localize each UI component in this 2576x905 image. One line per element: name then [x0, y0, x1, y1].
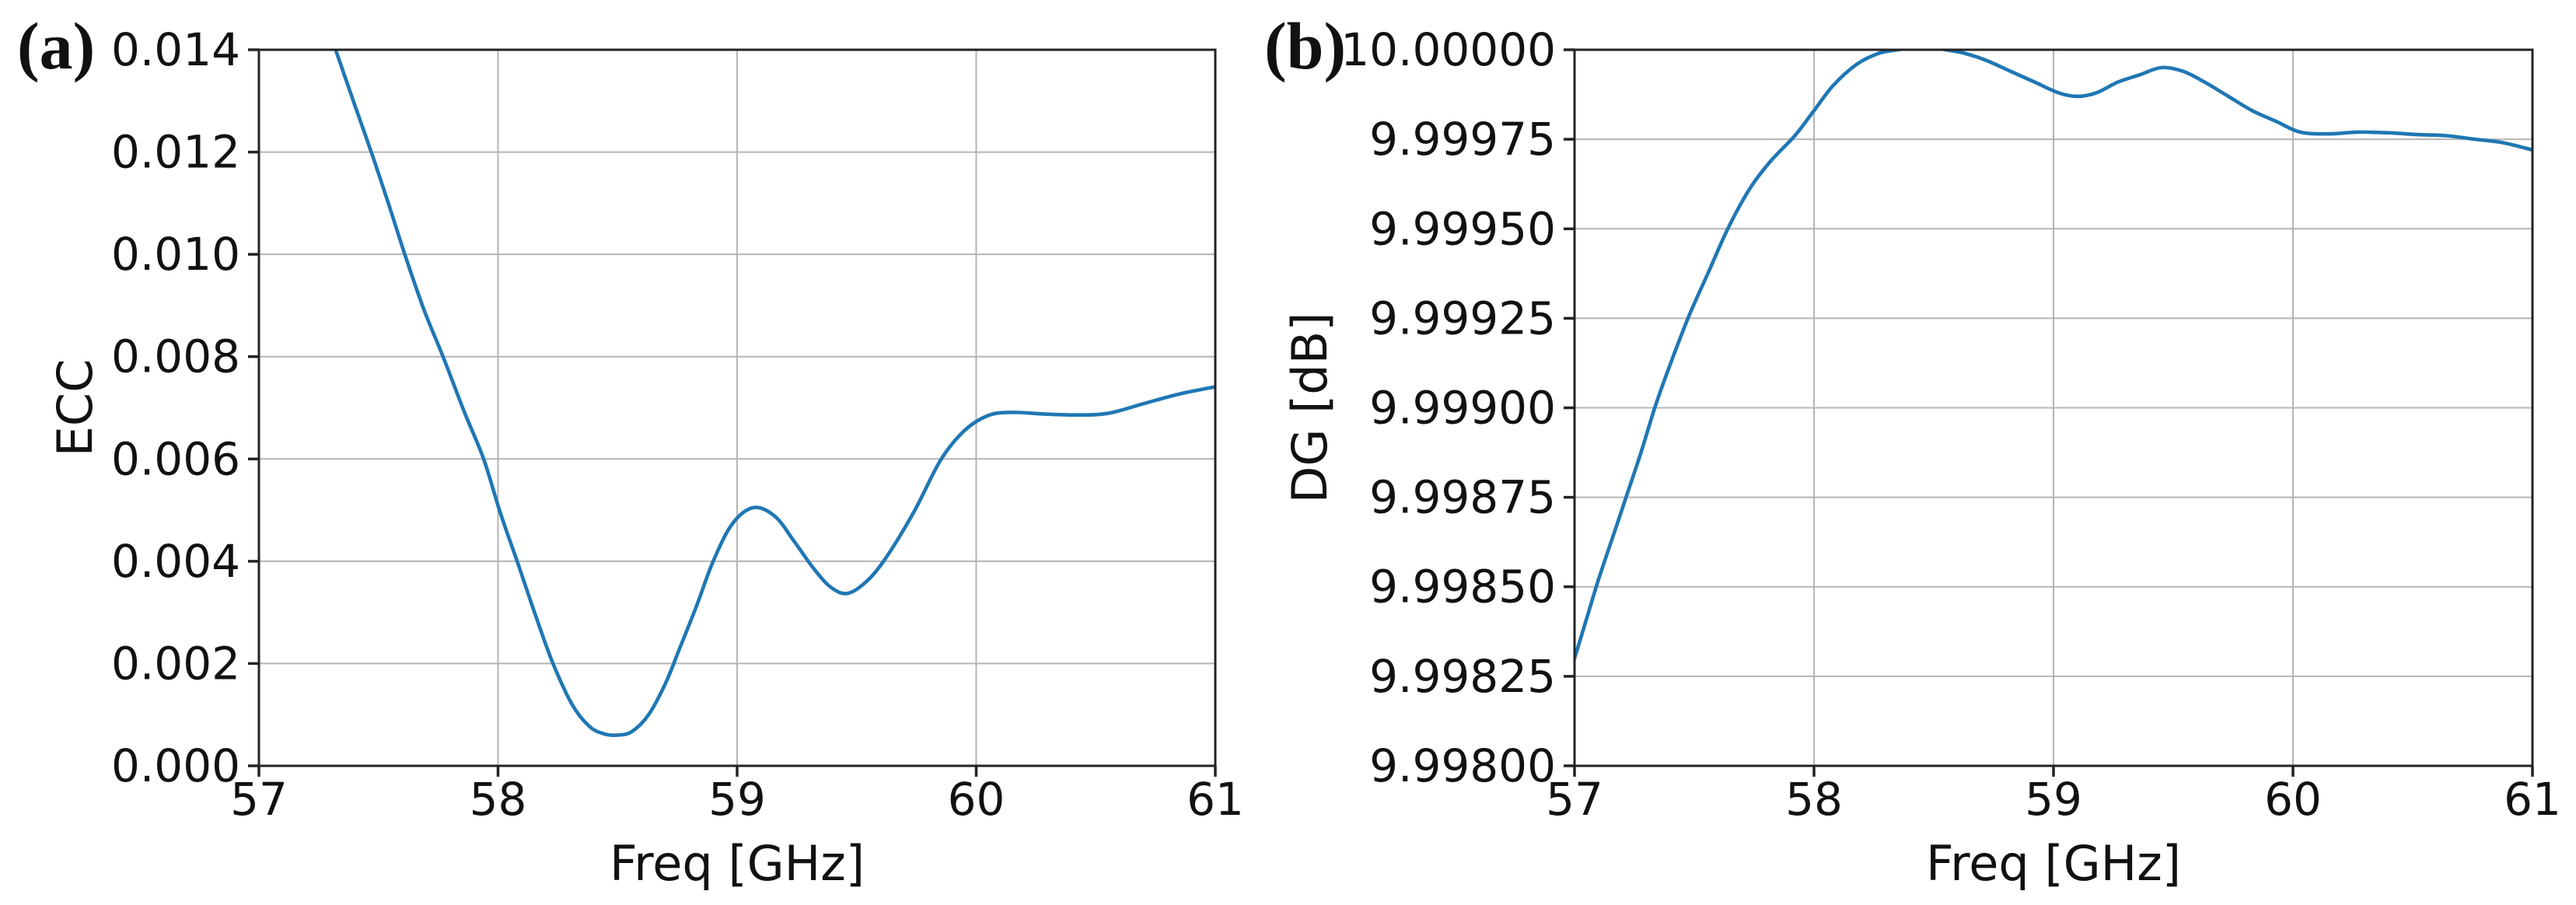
y-tick-label-0.012: 0.012: [111, 126, 240, 179]
y-axis-label-b: DG [dB]: [1281, 313, 1338, 504]
x-tick-label-58: 58: [470, 773, 527, 826]
x-axis-label-b: Freq [GHz]: [1926, 835, 2181, 892]
y-tick-label-9.99975: 9.99975: [1369, 113, 1556, 166]
y-tick-label-9.99800: 9.99800: [1369, 739, 1556, 792]
y-tick-label-0.004: 0.004: [111, 535, 240, 588]
y-tick-label-0.002: 0.002: [111, 637, 240, 690]
panel-tag-a: (a): [17, 9, 95, 83]
x-tick-label-59: 59: [2025, 773, 2082, 826]
y-tick-label-0.014: 0.014: [111, 23, 240, 76]
panel-tag-b: (b): [1264, 9, 1346, 83]
curve-dg: [1575, 50, 2532, 661]
y-tick-label-0.000: 0.000: [111, 739, 240, 792]
x-tick-label-58: 58: [1785, 773, 1843, 826]
x-tick-label-60: 60: [948, 773, 1005, 826]
x-tick-label-61: 61: [1187, 773, 1244, 826]
x-tick-label-61: 61: [2504, 773, 2561, 826]
x-tick-label-57: 57: [230, 773, 288, 826]
curve-ecc: [334, 50, 1215, 737]
x-tick-label-59: 59: [708, 773, 766, 826]
x-axis-label-a: Freq [GHz]: [610, 835, 865, 892]
y-tick-label-0.006: 0.006: [111, 432, 240, 485]
y-tick-label-9.99850: 9.99850: [1369, 561, 1556, 613]
y-tick-label-9.99825: 9.99825: [1369, 650, 1556, 703]
x-tick-label-60: 60: [2264, 773, 2322, 826]
y-tick-label-0.010: 0.010: [111, 228, 240, 281]
y-axis-label-a: ECC: [47, 359, 103, 457]
y-tick-label-9.99875: 9.99875: [1369, 471, 1556, 524]
y-tick-label-9.99900: 9.99900: [1369, 382, 1556, 435]
y-tick-label-0.008: 0.008: [111, 330, 240, 383]
x-tick-label-57: 57: [1546, 773, 1603, 826]
chart-panel-b: 57 58 59 60 61 9.99800 9.99825 9.99850 9.99875 9.…: [1264, 9, 2561, 892]
y-tick-label-9.99950: 9.99950: [1369, 202, 1556, 255]
chart-panel-a: 57 58 59 60 61 0.000 0.002 0.004 0.006 0.008 0.010…: [17, 9, 1244, 892]
y-tick-label-9.99925: 9.99925: [1369, 292, 1556, 344]
y-tick-label-10.00000: 10.00000: [1340, 23, 1556, 76]
